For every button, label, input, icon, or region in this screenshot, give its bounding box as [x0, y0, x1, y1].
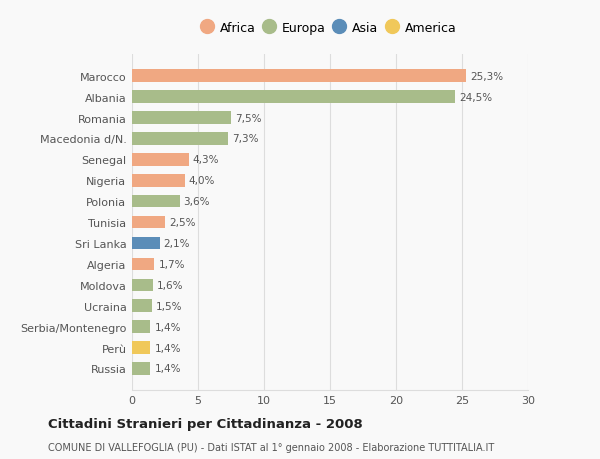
Bar	[132, 300, 152, 312]
Text: 1,4%: 1,4%	[154, 364, 181, 374]
Bar	[132, 91, 455, 104]
Bar	[132, 112, 231, 124]
Bar	[132, 70, 466, 83]
Text: COMUNE DI VALLEFOGLIA (PU) - Dati ISTAT al 1° gennaio 2008 - Elaborazione TUTTIT: COMUNE DI VALLEFOGLIA (PU) - Dati ISTAT …	[48, 442, 494, 452]
Text: 7,3%: 7,3%	[232, 134, 259, 144]
Bar	[132, 237, 160, 250]
Bar	[132, 174, 185, 187]
Text: 1,4%: 1,4%	[154, 322, 181, 332]
Text: 2,1%: 2,1%	[164, 239, 190, 248]
Text: 1,6%: 1,6%	[157, 280, 184, 290]
Text: 3,6%: 3,6%	[184, 197, 210, 207]
Bar	[132, 133, 229, 146]
Bar	[132, 363, 151, 375]
Text: 1,5%: 1,5%	[156, 301, 182, 311]
Bar	[132, 216, 165, 229]
Text: 1,7%: 1,7%	[158, 259, 185, 269]
Text: 4,0%: 4,0%	[189, 176, 215, 186]
Text: 24,5%: 24,5%	[460, 92, 493, 102]
Legend: Africa, Europa, Asia, America: Africa, Europa, Asia, America	[200, 18, 460, 38]
Bar	[132, 154, 189, 166]
Bar	[132, 196, 179, 208]
Bar	[132, 279, 153, 291]
Bar	[132, 321, 151, 333]
Text: 1,4%: 1,4%	[154, 343, 181, 353]
Text: 2,5%: 2,5%	[169, 218, 196, 228]
Bar	[132, 341, 151, 354]
Bar	[132, 258, 154, 271]
Text: 7,5%: 7,5%	[235, 113, 262, 123]
Text: 4,3%: 4,3%	[193, 155, 219, 165]
Text: Cittadini Stranieri per Cittadinanza - 2008: Cittadini Stranieri per Cittadinanza - 2…	[48, 417, 363, 430]
Text: 25,3%: 25,3%	[470, 72, 503, 82]
